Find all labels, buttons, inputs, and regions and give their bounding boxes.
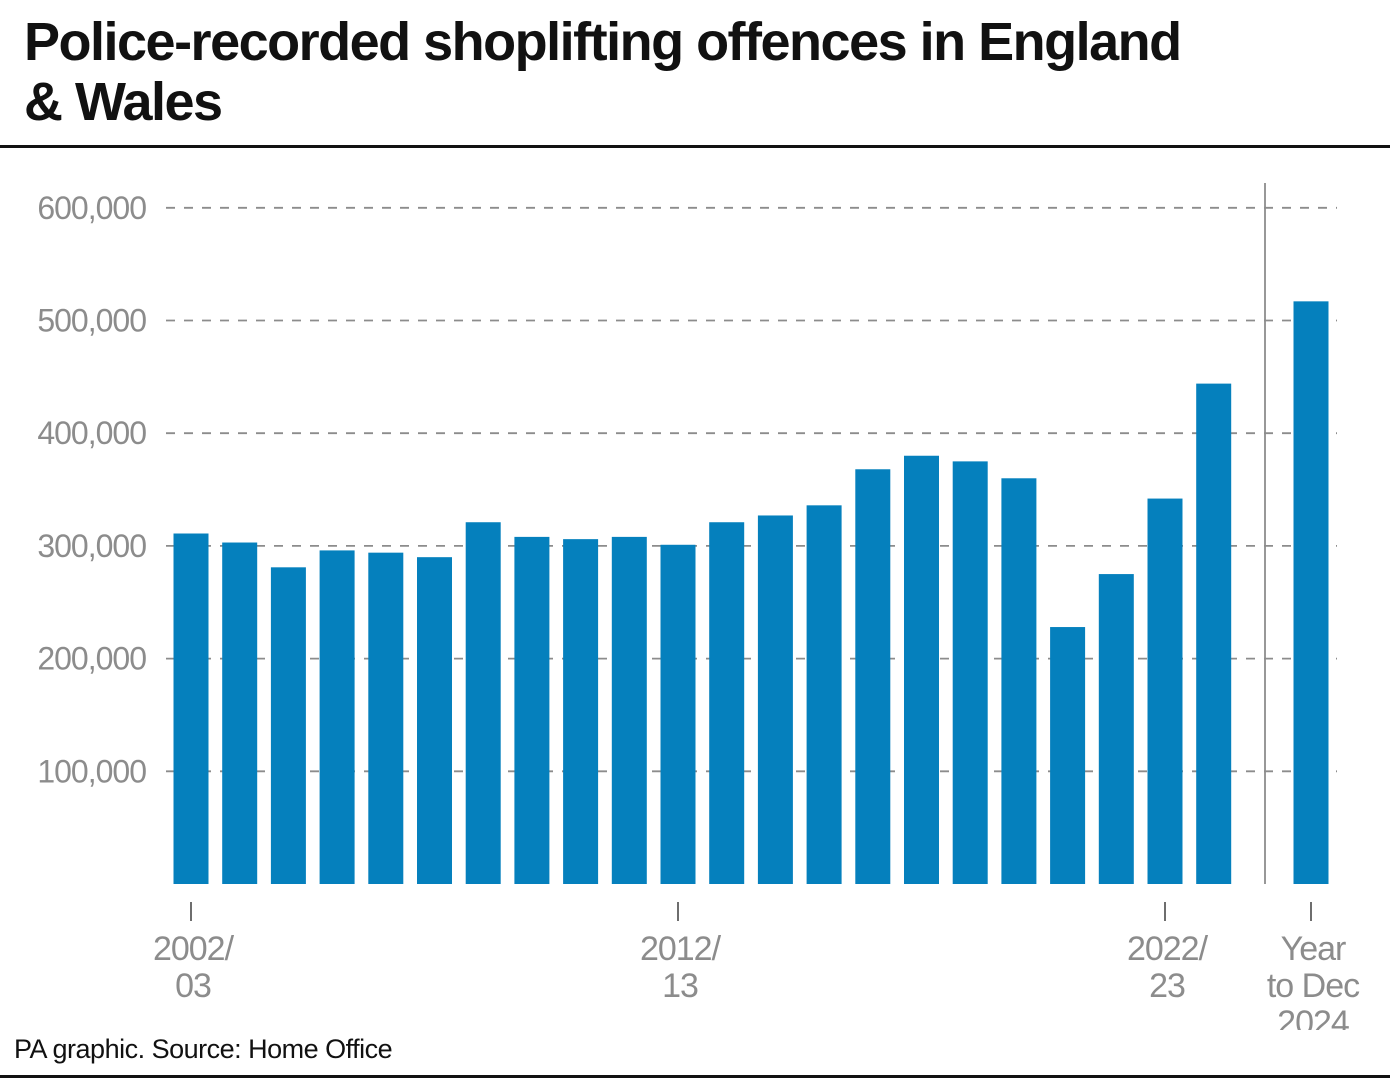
x-axis: 2002/03 2012/13 2022/23 Year to Dec 2024 [153,902,1361,1030]
bar-2016-17 [855,469,891,884]
y-tick-label: 500,000 [37,303,146,339]
y-tick-label: 200,000 [37,641,146,677]
y-axis-labels: 100,000 200,000 300,000 400,000 500,000 600,0… [37,190,147,789]
bar-year-to-dec-2024 [1293,301,1329,884]
x-tick-label: Year to Dec 2024 [1267,930,1360,1030]
x-tick-label: 2012/13 [640,930,722,1005]
bar-2022-23 [1147,498,1183,884]
bar-2017-18 [904,455,939,884]
bar-2014-15 [757,515,793,884]
bar-2008-09 [465,522,501,884]
bar-2005-06 [319,550,355,884]
y-tick-label: 400,000 [37,415,146,451]
chart-title: Police-recorded shoplifting offences in … [24,12,1182,132]
bar-2018-19 [952,461,988,884]
bar-chart: 100,000 200,000 300,000 400,000 500,000 600,0… [37,183,1361,1030]
x-tick-label: 2002/03 [153,930,235,1005]
bar-2010-11 [563,539,599,884]
bar-2020-21 [1050,627,1086,884]
y-tick-label: 300,000 [37,528,146,564]
bar-2006-07 [368,552,404,884]
bar-2023-24 [1196,383,1232,884]
y-tick-label: 600,000 [37,190,146,226]
bar-2003-04 [222,542,258,884]
gridlines [166,183,1337,884]
bars [173,301,1329,884]
bar-2015-16 [806,505,842,884]
bar-2011-12 [611,536,647,884]
bar-2009-10 [514,536,550,884]
bar-2007-08 [417,557,452,884]
x-tick-label: 2022/23 [1127,930,1209,1005]
bar-2021-22 [1098,574,1134,884]
bar-2012-13 [660,544,696,884]
bar-2013-14 [709,522,745,884]
source-note: PA graphic. Source: Home Office [14,1034,393,1064]
bar-2002-03 [173,533,209,884]
bar-2019-20 [1001,478,1037,884]
bar-2004-05 [270,567,306,884]
y-tick-label: 100,000 [37,753,146,789]
title-divider [0,145,1390,148]
bottom-divider [0,1075,1390,1078]
